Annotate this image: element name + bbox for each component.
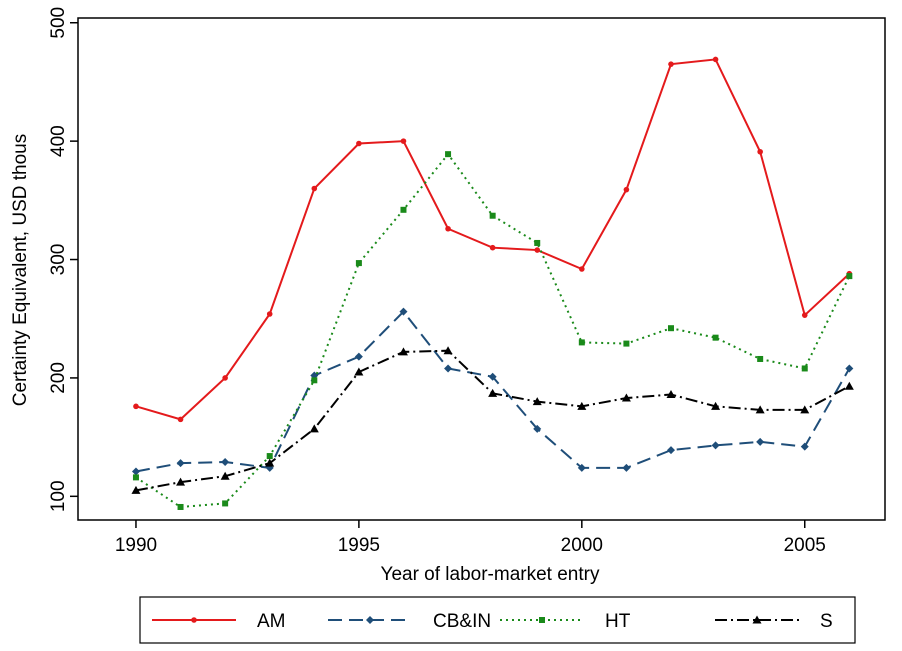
marker — [311, 377, 318, 384]
marker — [712, 334, 719, 341]
marker — [400, 138, 407, 144]
marker — [488, 372, 497, 381]
marker — [444, 364, 453, 373]
marker — [220, 471, 230, 480]
marker — [176, 477, 186, 486]
marker — [800, 405, 810, 414]
marker — [177, 416, 184, 423]
marker — [621, 393, 631, 402]
marker — [711, 401, 721, 410]
marker — [398, 347, 408, 356]
marker — [445, 225, 451, 232]
legend-box — [139, 596, 856, 644]
legend-label: HT — [605, 611, 631, 632]
y-tick-label: 100 — [48, 480, 69, 512]
marker — [177, 503, 184, 510]
marker — [176, 459, 185, 468]
marker — [577, 463, 586, 472]
marker — [266, 311, 273, 317]
marker — [711, 441, 720, 450]
marker — [355, 260, 362, 267]
marker — [222, 375, 228, 381]
marker — [399, 307, 408, 316]
marker — [311, 185, 318, 192]
marker — [846, 273, 853, 280]
marker — [489, 244, 496, 251]
marker — [533, 424, 542, 433]
legend-label: AM — [257, 611, 286, 632]
marker — [578, 339, 585, 346]
legend-label: CB&IN — [433, 611, 491, 632]
marker — [577, 401, 587, 410]
marker — [623, 340, 630, 347]
marker — [191, 617, 197, 623]
marker — [489, 212, 496, 219]
marker — [844, 381, 854, 390]
marker — [622, 463, 631, 472]
marker — [623, 186, 630, 193]
marker — [354, 367, 364, 376]
marker — [712, 56, 719, 63]
marker — [265, 458, 275, 467]
marker — [532, 397, 542, 406]
legend-label: S — [820, 611, 833, 632]
marker — [534, 247, 541, 253]
marker — [756, 437, 765, 446]
marker — [801, 365, 808, 372]
marker — [400, 206, 407, 213]
marker — [579, 266, 585, 272]
marker — [666, 390, 676, 398]
x-tick-label: 2000 — [561, 535, 603, 556]
y-tick-label: 200 — [48, 362, 69, 394]
marker — [757, 148, 763, 155]
marker — [356, 140, 362, 147]
marker — [266, 453, 273, 460]
y-tick-label: 400 — [48, 125, 69, 157]
marker — [539, 617, 545, 623]
marker — [800, 442, 809, 451]
plot-frame — [77, 17, 886, 521]
marker — [534, 239, 541, 246]
marker — [443, 346, 453, 355]
marker — [309, 424, 319, 433]
marker — [222, 500, 229, 507]
marker — [668, 61, 674, 67]
marker — [845, 364, 854, 373]
y-tick-label: 300 — [48, 244, 69, 276]
marker — [445, 151, 452, 158]
marker — [755, 405, 765, 414]
marker — [133, 403, 139, 410]
marker — [366, 616, 374, 624]
x-tick-label: 1990 — [115, 535, 157, 556]
x-tick-label: 2005 — [784, 535, 826, 556]
x-axis-title: Year of labor-market entry — [381, 564, 600, 585]
marker — [488, 388, 498, 397]
marker — [757, 355, 764, 362]
marker — [131, 485, 141, 494]
marker — [666, 446, 675, 455]
marker — [801, 312, 808, 318]
marker — [354, 352, 363, 361]
marker — [752, 615, 762, 624]
x-tick-label: 1995 — [338, 535, 380, 556]
marker — [221, 457, 230, 466]
marker — [131, 467, 140, 476]
marker — [667, 325, 674, 332]
y-tick-label: 500 — [48, 7, 69, 39]
marker — [132, 474, 139, 481]
y-axis-title: Certainty Equivalent, USD thous — [10, 134, 31, 406]
